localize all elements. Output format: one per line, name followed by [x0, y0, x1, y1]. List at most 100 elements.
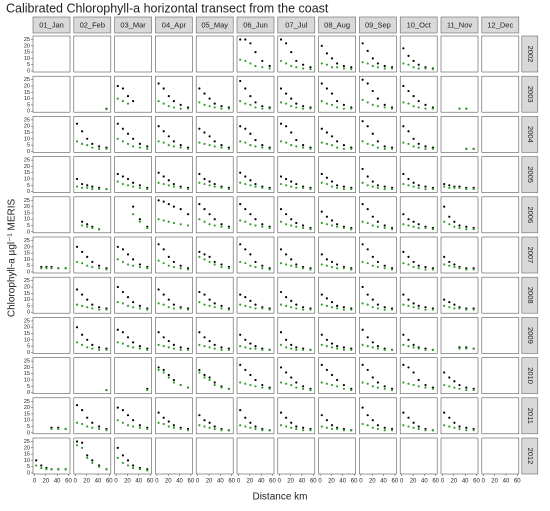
point [198, 371, 201, 374]
point [295, 307, 298, 310]
point [371, 89, 374, 93]
point [91, 187, 94, 191]
point [75, 403, 79, 407]
point [98, 306, 101, 309]
point [350, 348, 353, 351]
point [320, 181, 323, 184]
point [472, 308, 475, 311]
point [86, 425, 89, 428]
point [198, 290, 201, 294]
point [402, 424, 405, 427]
y-tick-label: 5 [27, 263, 30, 269]
point [402, 411, 405, 414]
point [342, 267, 345, 270]
point [383, 103, 386, 107]
y-tick-label: 10 [24, 56, 30, 62]
point [162, 368, 165, 372]
point [203, 345, 206, 348]
panel [73, 75, 112, 113]
point [126, 464, 130, 467]
point [302, 348, 305, 351]
x-tick-label: 20 [42, 479, 49, 485]
point [213, 383, 216, 387]
point [285, 371, 288, 374]
point [126, 142, 130, 145]
point [350, 68, 353, 71]
point [126, 459, 130, 462]
point [261, 107, 264, 110]
point [361, 260, 364, 264]
point [325, 304, 328, 308]
point [167, 179, 170, 182]
point [244, 346, 247, 349]
point [249, 213, 252, 216]
point [239, 219, 242, 222]
point [279, 331, 283, 334]
point [302, 144, 305, 147]
point [402, 293, 405, 296]
point [458, 425, 461, 428]
point [350, 228, 353, 231]
point [98, 427, 101, 431]
point [239, 125, 242, 128]
point [407, 304, 410, 308]
point [330, 346, 334, 349]
point [213, 306, 216, 309]
y-tick-label: 10 [24, 458, 30, 464]
point [146, 267, 149, 270]
point [208, 97, 211, 100]
point [336, 62, 339, 65]
point [132, 301, 135, 304]
point [465, 225, 468, 228]
point [132, 181, 135, 184]
point [157, 218, 160, 221]
point [320, 425, 323, 428]
y-tick-label: 0 [27, 430, 30, 436]
point [309, 228, 312, 231]
point [213, 427, 216, 431]
point [412, 421, 415, 424]
y-tick-label: 0 [27, 229, 30, 235]
y-tick-label: 0 [27, 189, 30, 195]
point [208, 426, 211, 429]
point [417, 347, 420, 350]
point [167, 105, 170, 108]
point [330, 265, 334, 269]
point [86, 186, 89, 189]
point [342, 306, 345, 309]
x-tick-label: 0 [196, 479, 200, 485]
point [330, 301, 334, 304]
point [146, 226, 149, 230]
point [330, 373, 334, 377]
point [361, 140, 364, 143]
row-label: 2005 [526, 166, 535, 183]
point [261, 225, 264, 228]
point [220, 223, 223, 226]
point [295, 348, 298, 351]
point [376, 97, 379, 100]
point [320, 100, 323, 103]
point [227, 348, 230, 351]
panel [399, 276, 438, 314]
point [448, 264, 451, 267]
panel [155, 196, 193, 234]
point [290, 51, 293, 54]
point [330, 342, 334, 345]
row-strip [521, 437, 539, 475]
x-tick-label: 60 [310, 479, 317, 485]
point [116, 328, 119, 331]
point [285, 382, 288, 385]
point [167, 135, 170, 138]
point [186, 308, 190, 311]
point [290, 376, 293, 379]
point [290, 144, 293, 147]
point [336, 100, 339, 103]
point [203, 419, 206, 422]
point [361, 98, 364, 101]
row-strip [521, 317, 539, 354]
y-tick-label: 10 [24, 337, 30, 343]
point [295, 186, 298, 189]
point [366, 101, 369, 104]
point [417, 427, 420, 431]
point [57, 468, 60, 471]
